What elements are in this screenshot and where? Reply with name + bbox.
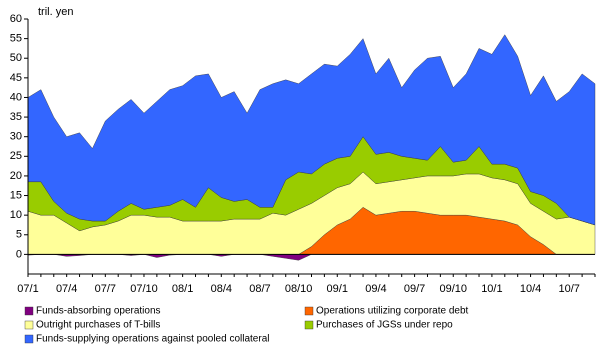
y-unit-label: tril. yen [38, 6, 73, 18]
y-tick-label: 20 [10, 170, 22, 182]
legend-label: Funds-supplying operations against poole… [36, 334, 269, 345]
y-tick-label: 10 [10, 209, 22, 221]
legend-swatch [24, 306, 34, 316]
legend-swatch [24, 320, 34, 330]
x-tick-label: 09/7 [404, 283, 425, 295]
y-tick-label: 50 [10, 52, 22, 64]
y-tick-label: 15 [10, 189, 22, 201]
x-tick-label: 09/4 [365, 283, 386, 295]
legend-label: Operations utilizing corporate debt [316, 306, 469, 317]
x-tick-label: 08/1 [172, 283, 193, 295]
x-tick-label: 08/4 [211, 283, 232, 295]
legend-swatch [24, 334, 34, 344]
x-tick-label: 08/7 [249, 283, 270, 295]
y-tick-label: 5 [16, 229, 22, 241]
x-tick-label: 10/1 [481, 283, 502, 295]
x-tick-label: 08/10 [285, 283, 313, 295]
x-tick-label: 07/4 [56, 283, 77, 295]
legend-swatch [304, 320, 314, 330]
legend-swatch [304, 306, 314, 316]
y-tick-label: 25 [10, 150, 22, 162]
legend-label: Funds-absorbing operations [36, 306, 161, 317]
x-tick-label: 09/1 [327, 283, 348, 295]
x-tick-label: 07/10 [130, 283, 158, 295]
y-tick-label: 55 [10, 33, 22, 45]
legend-label: Purchases of JGSs under repo [316, 320, 453, 331]
y-tick-label: 60 [10, 13, 22, 25]
x-tick-label: 10/4 [520, 283, 541, 295]
y-tick-label: 40 [10, 91, 22, 103]
x-tick-label: 07/1 [17, 283, 38, 295]
y-tick-label: 0 [16, 248, 22, 260]
area [27, 34, 596, 226]
x-tick-label: 09/10 [439, 283, 467, 295]
y-tick-label: 30 [10, 131, 22, 143]
x-tick-label: 10/7 [559, 283, 580, 295]
legend-label: Outright purchases of T-bills [36, 320, 160, 331]
area [27, 254, 595, 261]
y-tick-label: 35 [10, 111, 22, 123]
x-tick-label: 07/7 [95, 283, 116, 295]
y-tick-label: 45 [10, 72, 22, 84]
